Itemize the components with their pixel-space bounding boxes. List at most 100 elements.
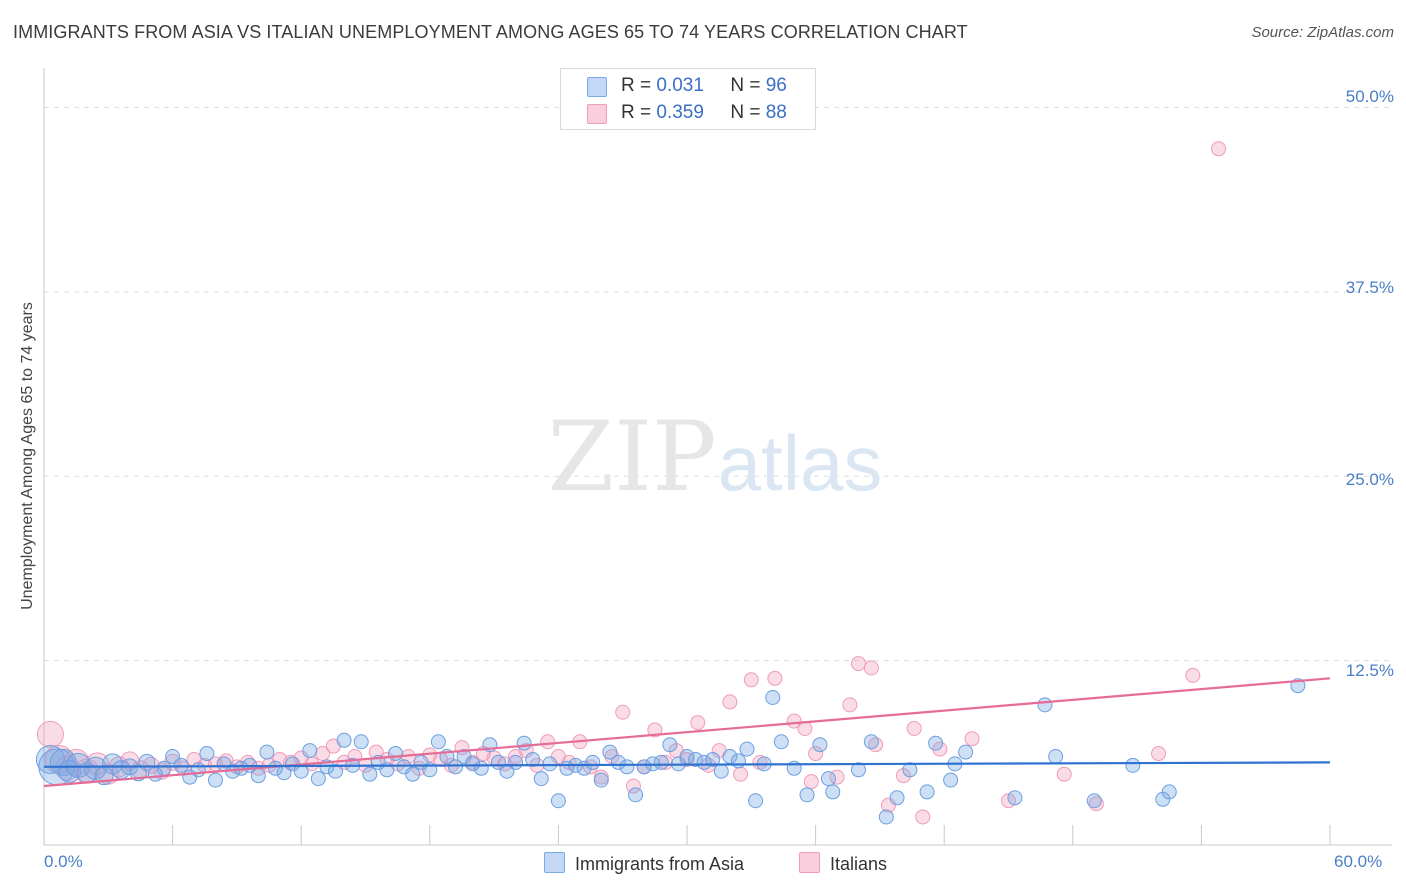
trend-lines <box>43 677 1331 788</box>
data-point-asia <box>190 762 206 778</box>
legend-r-value: 0.031 <box>656 75 704 96</box>
data-point-asia <box>593 772 609 788</box>
data-point-asia <box>919 784 935 800</box>
data-point-italians <box>767 670 783 686</box>
data-point-asia <box>1086 793 1102 809</box>
data-point-italians <box>647 722 663 738</box>
data-point-asia <box>765 690 781 705</box>
data-point-asia <box>863 734 879 750</box>
data-point-asia <box>302 743 318 759</box>
legend-r-label: R = <box>621 102 652 123</box>
y-tick-label: 50.0% <box>1345 87 1394 106</box>
data-point-asia <box>448 759 464 775</box>
data-point-italians <box>625 778 641 794</box>
data-point-asia <box>799 787 815 803</box>
data-point-asia <box>353 734 369 750</box>
series-asia-points <box>35 678 1306 825</box>
data-point-italians <box>906 720 922 736</box>
correlation-legend: R = 0.031 N = 96 R = 0.359 N = 88 <box>560 68 816 130</box>
data-point-asia <box>327 763 343 779</box>
watermark-atlas: atlas <box>718 419 883 507</box>
legend-n-label: N = <box>730 102 761 123</box>
y-tick-label: 37.5% <box>1345 278 1394 297</box>
data-point-asia <box>662 737 678 753</box>
data-point-asia <box>820 771 836 787</box>
data-point-italians <box>690 715 706 731</box>
data-point-asia <box>705 751 721 767</box>
data-point-italians <box>1211 141 1227 157</box>
legend-r-label: R = <box>621 75 652 96</box>
data-point-asia <box>619 759 635 775</box>
data-point-asia <box>550 793 566 809</box>
bottom-legend-label-asia: Immigrants from Asia <box>575 854 745 874</box>
data-point-asia <box>456 749 472 764</box>
data-point-asia <box>958 744 974 760</box>
data-point-italians <box>915 809 931 825</box>
data-point-italians <box>803 774 819 790</box>
data-point-asia <box>362 766 378 782</box>
data-point-asia <box>696 754 712 770</box>
data-point-asia <box>850 762 866 778</box>
data-point-italians <box>808 746 824 762</box>
data-point-asia <box>156 760 172 776</box>
data-point-asia <box>628 787 644 803</box>
data-point-asia <box>525 751 541 767</box>
bottom-legend-asia: Immigrants from Asia <box>544 852 744 876</box>
data-point-asia <box>207 772 223 788</box>
data-point-italians <box>36 720 64 748</box>
legend-n-value: 88 <box>765 102 787 123</box>
data-point-asia <box>730 753 746 769</box>
y-tick-label: 12.5% <box>1345 661 1394 680</box>
data-point-italians <box>540 734 556 750</box>
data-point-asia <box>1007 790 1023 806</box>
data-point-asia <box>713 763 729 779</box>
bottom-legend-label-italians: Italians <box>830 854 888 874</box>
legend-n-value: 96 <box>765 75 787 96</box>
y-axis-label: Unemployment Among Ages 65 to 74 years <box>19 302 36 610</box>
data-point-asia <box>1037 697 1053 713</box>
data-point-asia <box>405 766 421 782</box>
grid-layer <box>44 107 1392 662</box>
data-point-asia <box>585 754 601 770</box>
legend-swatch-asia <box>587 77 607 97</box>
data-point-asia <box>602 744 618 760</box>
data-point-asia <box>653 754 669 770</box>
data-point-asia <box>773 734 789 750</box>
trend-line-asia <box>43 761 1331 768</box>
data-point-asia <box>812 737 828 753</box>
data-point-asia <box>388 746 404 762</box>
data-point-asia <box>259 744 275 760</box>
bottom-legend-swatch-italians <box>799 852 820 873</box>
legend-r-value: 0.359 <box>656 102 704 123</box>
data-point-italians <box>658 754 674 770</box>
data-point-italians <box>786 713 802 729</box>
bottom-legend-swatch-asia <box>544 852 565 873</box>
data-point-asia <box>1125 757 1141 773</box>
data-point-italians <box>1151 746 1167 762</box>
data-point-asia <box>1048 749 1064 764</box>
x-tick-label-max: 60.0% <box>1334 852 1383 871</box>
data-point-asia <box>889 790 905 806</box>
data-point-asia <box>473 760 489 776</box>
data-point-asia <box>1161 784 1177 800</box>
watermark-zip: ZIP <box>547 401 716 513</box>
data-point-asia <box>748 793 764 809</box>
data-point-italians <box>868 737 884 753</box>
data-point-asia <box>943 772 959 788</box>
data-point-asia <box>533 771 549 787</box>
data-point-italians <box>863 660 879 676</box>
data-point-asia <box>310 771 326 787</box>
data-point-asia <box>336 732 352 748</box>
x-tick-label-min: 0.0% <box>44 852 83 871</box>
data-point-asia <box>465 756 481 772</box>
bottom-legend-italians: Italians <box>799 852 887 876</box>
data-point-italians <box>1056 766 1072 782</box>
data-point-asia <box>396 759 412 775</box>
data-point-italians <box>733 766 749 782</box>
data-point-asia <box>825 784 841 800</box>
data-point-asia <box>636 759 652 775</box>
legend-n-label: N = <box>730 75 761 96</box>
data-point-asia <box>199 746 215 762</box>
axes-layer <box>43 68 1392 846</box>
